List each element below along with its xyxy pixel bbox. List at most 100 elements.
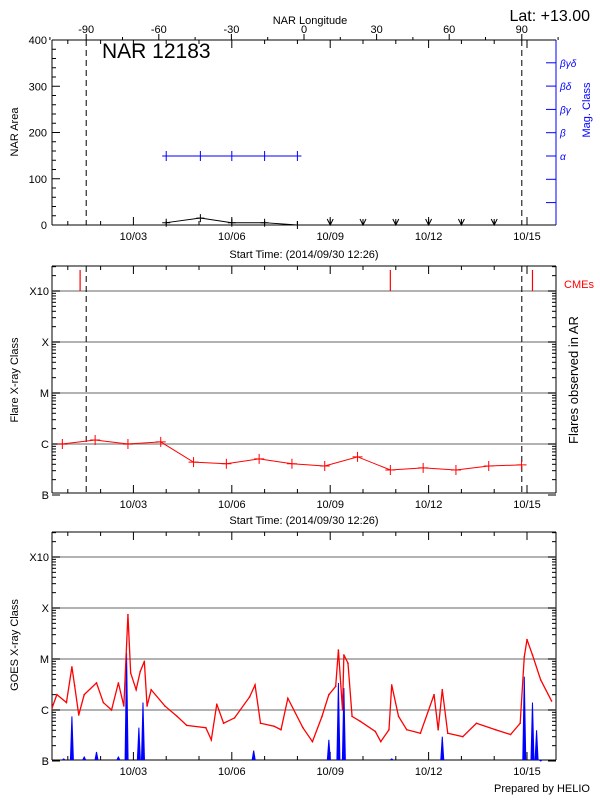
panel1-x-tick-label: 10/03 xyxy=(120,231,148,243)
no-data-marker xyxy=(359,218,367,227)
goes-long-channel-point xyxy=(334,685,337,688)
panel3-ylabel: GOES X-ray Class xyxy=(9,599,21,691)
longitude-tick-label: 30 xyxy=(370,24,382,36)
goes-long-channel-point xyxy=(390,684,393,686)
goes-long-channel-point xyxy=(509,733,512,736)
goes-short-channel-spike xyxy=(136,727,141,761)
goes-long-channel-point xyxy=(351,715,353,718)
panel2-ylabel: Flare X-ray Class xyxy=(9,337,21,422)
goes-long-channel-point xyxy=(259,722,262,725)
panel1-x-tick-label: 10/06 xyxy=(218,231,246,243)
goes-long-channel-point xyxy=(359,720,362,723)
goes-short-channel-spike xyxy=(61,758,66,761)
flare-point xyxy=(254,453,265,464)
goes-short-channel-spike xyxy=(538,759,543,762)
no-data-marker xyxy=(425,218,433,227)
goes-short-channel-spike xyxy=(82,755,87,761)
mag-class-point xyxy=(260,151,269,161)
panel1-y-tick-label: 100 xyxy=(29,174,47,186)
flare-point xyxy=(418,462,429,473)
panel1-right-label: Mag. Class xyxy=(581,82,593,138)
goes-long-channel-point xyxy=(117,682,120,684)
goes-long-channel-point xyxy=(164,705,166,707)
goes-long-channel-point xyxy=(139,670,142,673)
panel2-y-tick-label: C xyxy=(41,439,49,451)
panel3-y-tick-label: X10 xyxy=(29,552,49,564)
mag-class-label: βδ xyxy=(559,82,572,93)
area-point xyxy=(227,218,236,227)
panel1-y-tick-label: 300 xyxy=(29,81,47,93)
cme-label: CMEs xyxy=(564,279,594,291)
flare-point xyxy=(221,458,232,469)
goes-short-channel-spike xyxy=(326,739,331,761)
goes-long-channel-point xyxy=(461,735,464,738)
panel1-y-tick-label: 200 xyxy=(29,128,47,140)
goes-long-channel-point xyxy=(273,725,275,728)
panel3-y-tick-label: M xyxy=(40,654,49,666)
goes-short-channel-spike xyxy=(140,702,145,761)
no-data-marker xyxy=(490,218,498,227)
panel1-y-tick-label: 0 xyxy=(41,220,47,232)
panel3-y-tick-label: C xyxy=(41,705,49,717)
goes-long-channel-point xyxy=(475,722,478,725)
goes-long-channel-point xyxy=(123,705,125,707)
goes-long-channel-point xyxy=(441,688,444,691)
panel1-x-tick-label: 10/09 xyxy=(316,231,344,243)
goes-long-channel-point xyxy=(550,700,553,702)
goes-long-channel-point xyxy=(280,728,282,731)
longitude-tick-label: -90 xyxy=(78,24,94,36)
panel3-x-tick-label: 10/12 xyxy=(415,766,443,778)
longitude-tick-label: -60 xyxy=(151,24,167,36)
goes-long-channel-point xyxy=(437,728,439,731)
panel3-x-tick-label: 10/15 xyxy=(513,766,541,778)
goes-short-channel-spike xyxy=(94,751,99,761)
mag-class-point xyxy=(293,151,302,161)
goes-long-channel-point xyxy=(523,656,526,658)
panel3-y-tick-label: X xyxy=(42,603,50,615)
goes-long-channel-point xyxy=(77,714,80,716)
mag-class-label: βγδ xyxy=(559,59,577,70)
mag-class-label: β xyxy=(559,129,566,140)
flare-point xyxy=(385,464,396,475)
goes-short-channel-spike xyxy=(69,716,74,761)
goes-long-channel-point xyxy=(341,709,344,711)
goes-long-channel-point xyxy=(446,732,449,735)
goes-short-channel-spike xyxy=(336,682,341,761)
goes-short-channel-spike xyxy=(116,755,121,761)
goes-long-channel-point xyxy=(287,697,289,700)
flare-point xyxy=(483,461,494,472)
panel1-y-tick-label: 400 xyxy=(29,35,47,47)
mag-class-label: α xyxy=(560,152,566,163)
goes-short-channel-spike xyxy=(522,676,527,761)
goes-long-channel-point xyxy=(311,740,314,743)
goes-long-channel-point xyxy=(176,715,178,718)
prepared-by-footer: Prepared by HELIO xyxy=(494,783,590,795)
no-data-marker xyxy=(457,218,465,227)
area-point xyxy=(162,218,171,227)
flare-point xyxy=(155,436,166,447)
panel1-x-tick-label: 10/15 xyxy=(513,231,541,243)
panel2-x-tick-label: 10/06 xyxy=(218,499,246,511)
flare-point xyxy=(450,464,461,475)
mag-class-point xyxy=(227,151,236,161)
mag-class-point xyxy=(162,151,171,161)
goes-long-channel-point xyxy=(337,649,340,651)
goes-long-channel-point xyxy=(539,679,542,681)
panel3-x-tick-label: 10/03 xyxy=(120,766,148,778)
panel3-y-tick-label: B xyxy=(42,756,49,768)
goes-long-channel-point xyxy=(248,696,251,698)
area-point xyxy=(260,218,269,227)
goes-long-channel-point xyxy=(135,688,137,691)
panel2-y-tick-label: M xyxy=(40,388,49,400)
panel3-x-tick-label: 10/09 xyxy=(316,766,344,778)
goes-short-channel-spike xyxy=(251,750,256,761)
goes-long-channel-point xyxy=(51,707,53,709)
panel3-x-tick-label: 10/06 xyxy=(218,766,246,778)
goes-long-channel-point xyxy=(102,701,105,704)
goes-long-channel-point xyxy=(419,732,422,735)
goes-long-channel-point xyxy=(73,684,76,687)
goes-long-channel-point xyxy=(146,705,148,707)
goes-long-channel-point xyxy=(127,613,129,616)
goes-long-channel-point xyxy=(343,654,345,656)
